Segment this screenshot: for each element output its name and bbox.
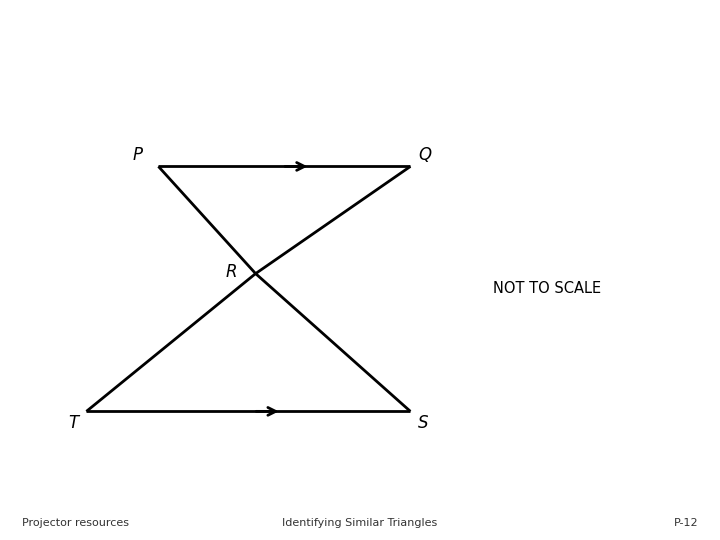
Text: Projector resources: Projector resources: [22, 518, 129, 528]
Text: Q: Q: [418, 146, 431, 164]
Text: P: P: [132, 146, 143, 164]
Text: Are triangles: Are triangles: [40, 24, 274, 53]
Text: P-12: P-12: [674, 518, 698, 528]
Text: S: S: [418, 414, 429, 432]
Text: and: and: [345, 24, 431, 53]
Text: similar?: similar?: [497, 24, 642, 53]
Text: Identifying Similar Triangles: Identifying Similar Triangles: [282, 518, 438, 528]
Text: T: T: [68, 414, 78, 432]
Text: R: R: [225, 262, 237, 281]
Text: NOT TO SCALE: NOT TO SCALE: [493, 281, 601, 296]
Text: RST: RST: [431, 24, 497, 53]
Text: PQR: PQR: [274, 24, 345, 53]
